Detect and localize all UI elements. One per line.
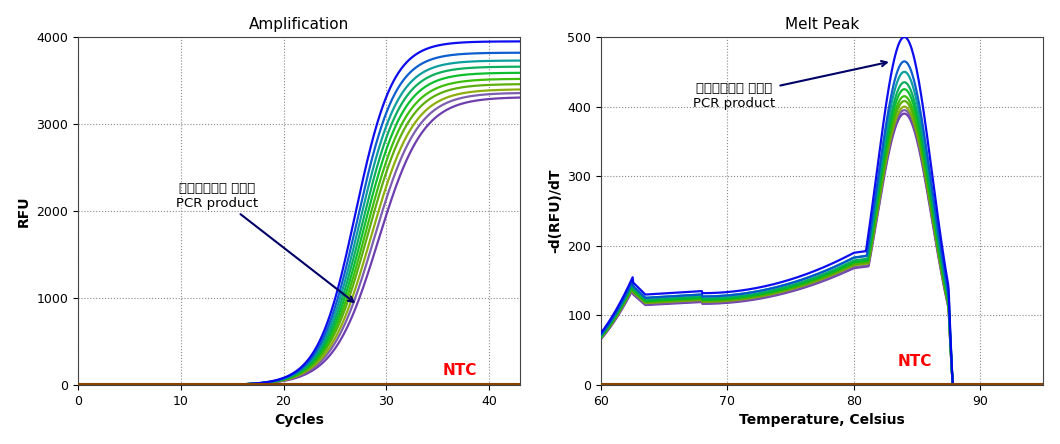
Text: NTC: NTC	[443, 363, 477, 377]
Text: 바코드서열을 사용한
PCR product: 바코드서열을 사용한 PCR product	[693, 61, 887, 110]
X-axis label: Cycles: Cycles	[273, 413, 324, 427]
Y-axis label: RFU: RFU	[17, 195, 31, 227]
X-axis label: Temperature, Celsius: Temperature, Celsius	[739, 413, 905, 427]
Y-axis label: -d(RFU)/dT: -d(RFU)/dT	[548, 169, 562, 253]
Text: 바코드서열을 사용한
PCR product: 바코드서열을 사용한 PCR product	[176, 182, 354, 302]
Text: NTC: NTC	[898, 353, 933, 369]
Title: Amplification: Amplification	[249, 17, 349, 32]
Title: Melt Peak: Melt Peak	[785, 17, 860, 32]
